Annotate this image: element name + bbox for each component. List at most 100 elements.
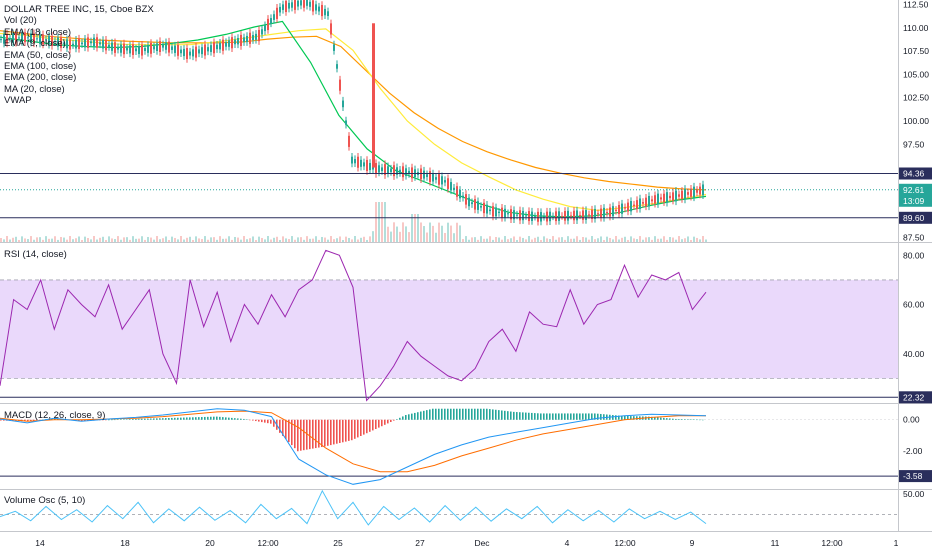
volume-bar [462,239,464,242]
volume-bar [588,239,590,242]
macd-axis-tick: 0.00 [903,415,920,425]
volume-bar [309,238,311,242]
indicator-ema200[interactable]: EMA (200, close) [4,72,77,84]
candle-body [540,212,542,222]
volume-bar [663,236,665,242]
macd-histogram-bar [195,417,197,420]
candle-body [345,120,347,125]
macd-histogram-bar [582,413,584,420]
volume-bar [465,236,467,242]
candle-body [87,37,89,48]
volume-bar [303,239,305,242]
volume-bar [285,238,287,242]
macd-histogram-bar [540,413,542,420]
volume-bar [273,237,275,242]
countdown-tag: 13:09 [903,196,925,206]
volume-bar [219,236,221,242]
macd-histogram-bar [522,412,524,420]
macd-histogram-bar [453,408,455,420]
symbol-title[interactable]: DOLLAR TREE INC, 15, Cboe BZX [4,4,154,15]
macd-histogram-bar [228,417,230,420]
price-axis-tick: 97.50 [903,139,925,149]
candle-body [300,0,302,6]
candle-body [438,174,440,185]
indicator-vwap[interactable]: VWAP [4,95,32,107]
candle-body [525,215,527,217]
indicator-ema100[interactable]: EMA (100, close) [4,61,77,73]
candle-body [687,192,689,195]
macd-axis-tick: -2.00 [903,446,923,456]
volume-bar [210,237,212,242]
candle-body [462,195,464,198]
candle-body [468,197,470,207]
rsi-line[interactable] [0,249,707,402]
macd-histogram-bar [564,413,566,420]
indicator-ema9[interactable]: EMA (9, close) [4,38,66,50]
candle-body [543,216,545,218]
candle-body [39,34,41,44]
volume-bar [120,239,122,242]
candle-body [366,159,368,171]
candle-body [198,49,200,54]
volosc-title[interactable]: Volume Osc (5, 10) [4,495,86,506]
candle-body [327,11,329,17]
indicator-vol[interactable]: Vol (20) [4,15,37,27]
candle-body [75,39,77,49]
candle-body [225,42,227,47]
macd-histogram-bar [264,419,266,423]
volosc-line[interactable] [0,489,707,526]
volume-bar [456,222,458,242]
macd-histogram-bar [213,416,215,420]
candle-body [111,42,113,51]
macd-histogram-bar [492,409,494,420]
macd-histogram-bar [369,419,371,432]
candle-body [522,210,524,221]
macd-histogram-bar [672,418,674,420]
macd-histogram-bar [117,419,119,420]
candle-body [426,174,428,177]
macd-histogram-bar [351,419,353,441]
candle-body [693,186,695,198]
candle-body [678,194,680,197]
indicator-ema50[interactable]: EMA (50, close) [4,49,72,61]
candle-body [204,44,206,56]
macd-histogram-bar [387,419,389,424]
macd-histogram-bar [408,414,410,420]
candle-body [474,199,476,210]
macd-histogram-bar [435,408,437,420]
candle-body [186,48,188,60]
candle-body [480,205,482,208]
time-axis-label: 11 [771,538,780,548]
macd-line[interactable] [0,408,707,485]
candle-body [681,190,683,199]
candle-body [519,210,521,221]
price-axis-tick: 107.50 [903,46,929,56]
candle-body [384,164,386,176]
ema200-line[interactable] [0,30,707,191]
volume-bar [636,239,638,242]
volume-bar [414,214,416,242]
volume-bar [105,239,107,242]
price-axis-tick: 112.50 [903,0,929,10]
macd-histogram-bar [246,419,248,420]
candle-body [618,205,620,215]
volume-bar [651,239,653,242]
volume-bar [624,236,626,242]
volume-bar [606,236,608,242]
volume-bar [675,239,677,242]
macd-histogram-bar [471,408,473,420]
macd-histogram-bar [513,411,515,420]
volume-bar [192,239,194,242]
rsi-band [0,279,898,379]
indicator-ma20[interactable]: MA (20, close) [4,83,65,95]
macd-histogram-bar [441,408,443,420]
indicator-ema18[interactable]: EMA (18, close) [4,26,72,38]
macd-title[interactable]: MACD (12, 26, close, 9) [4,410,106,421]
candle-body [3,34,5,44]
macd-histogram-bar [3,419,5,421]
candle-body [324,8,326,16]
rsi-title[interactable]: RSI (14, close) [4,249,67,260]
candle-body [96,37,98,48]
